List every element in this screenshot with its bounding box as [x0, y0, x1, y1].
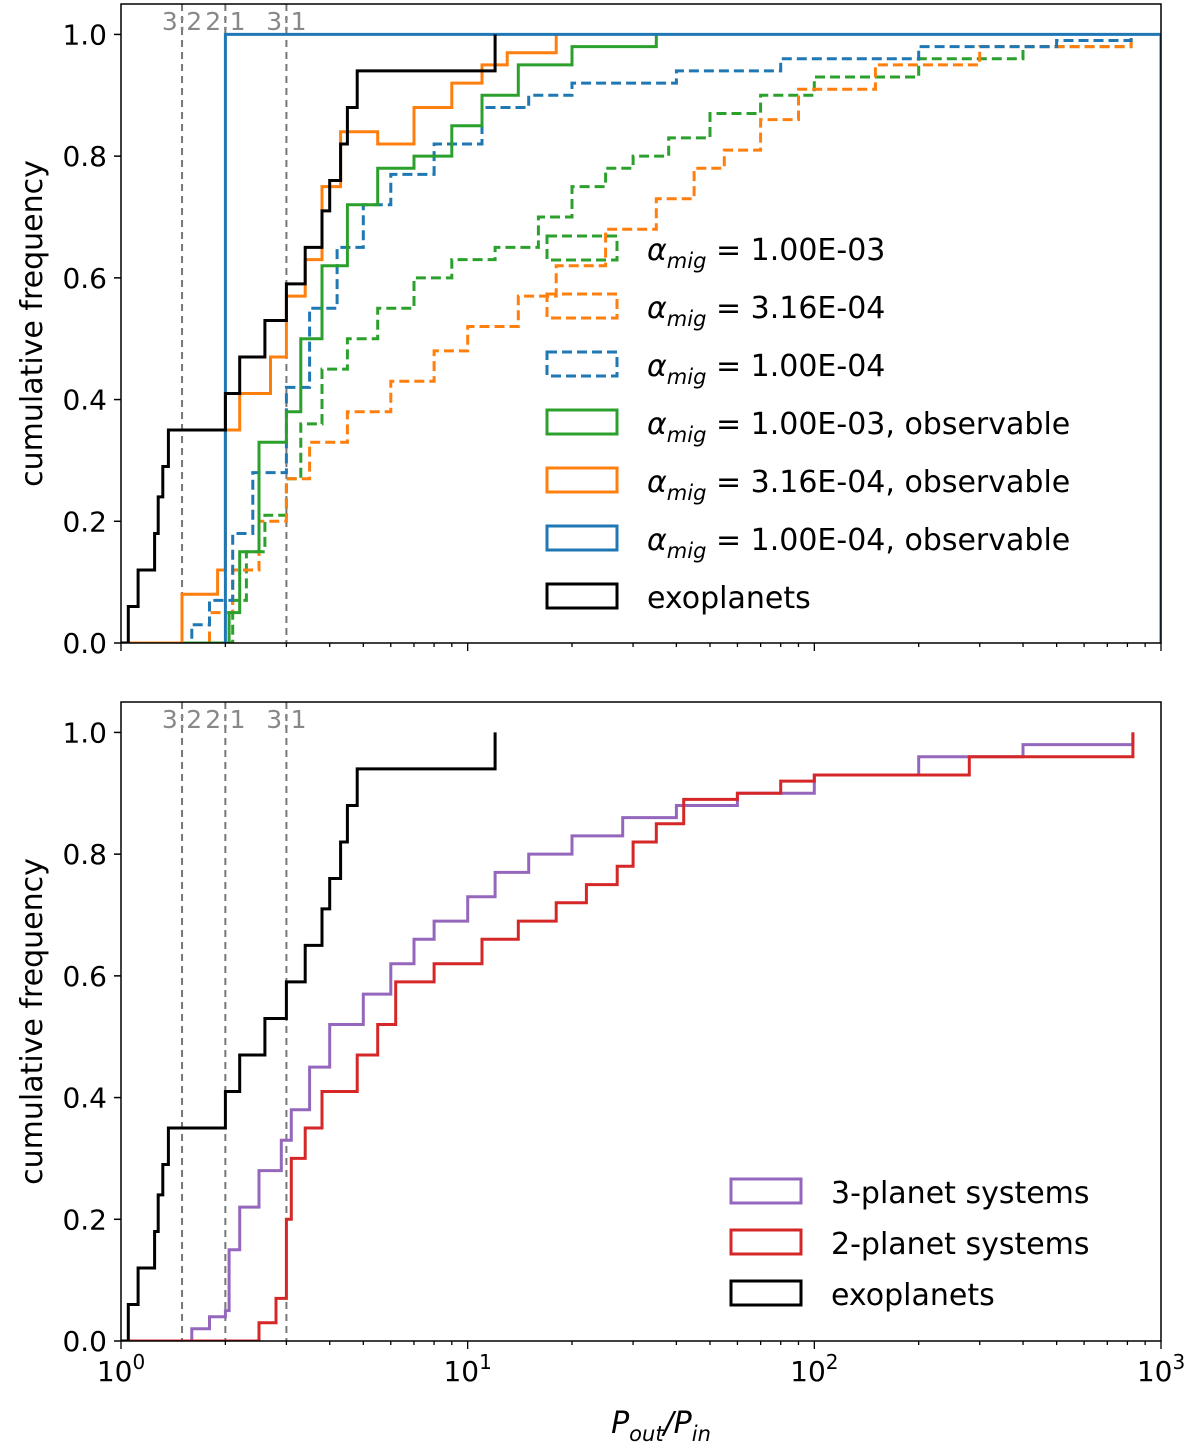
x-axis-label-part: out [629, 1422, 664, 1443]
series-line-o_dash [121, 34, 1133, 643]
legend-equals: = [706, 523, 750, 558]
y-tick-label: 0.4 [62, 1082, 107, 1115]
legend: 3-planet systems 2-planet systems exoplane… [729, 1176, 1090, 1313]
series-line-red [121, 732, 1135, 1341]
x-axis-label-part: P [611, 1406, 630, 1441]
series-line-exo_bot [121, 732, 497, 1341]
series-group [121, 732, 1135, 1341]
legend-value: 1.00E-04 [751, 349, 886, 384]
legend-alpha-subscript: mig [667, 539, 707, 563]
legend-alpha-symbol: α [647, 349, 667, 384]
series-group [121, 32, 1161, 643]
x-tick-label: 100 [97, 1350, 145, 1388]
legend-alpha-subscript: mig [667, 249, 707, 273]
x-tick-exponent: 2 [826, 1350, 839, 1374]
resonance-label: 2:1 [205, 7, 245, 36]
axes-frame [120, 3, 1162, 644]
legend-label: αmig = 3.16E-04 [647, 291, 885, 331]
legend-value: 3.16E-04 [751, 291, 886, 326]
resonance-label: 3:1 [266, 7, 306, 36]
legend-equals: = [706, 407, 750, 442]
legend-alpha-subscript: mig [667, 423, 707, 447]
series-line-b_solid [223, 32, 1161, 643]
legend-swatch-b_solid [545, 524, 619, 552]
series-line-b_dash [121, 34, 1133, 643]
legend-alpha-symbol: α [647, 233, 667, 268]
legend-label: αmig = 1.00E-03, observable [647, 407, 1070, 447]
legend-equals: = [706, 465, 750, 500]
x-axis-label-part: /P [661, 1406, 693, 1441]
y-tick-label: 0.8 [62, 140, 107, 173]
legend-equals: = [706, 349, 750, 384]
legend-value: 1.00E-04, observable [751, 523, 1071, 558]
x-axis-label-part: in [692, 1422, 711, 1443]
legend-swatch-g_dash [545, 234, 619, 262]
legend-swatch-purple [729, 1177, 803, 1205]
y-tick-label: 1.0 [62, 716, 107, 749]
series-line-g_solid [121, 34, 658, 643]
x-tick-base: 10 [1137, 1355, 1173, 1388]
resonance-label: 3:2 [162, 705, 202, 734]
legend-swatch-exo_top [545, 582, 619, 610]
x-tick-label: 101 [443, 1350, 491, 1388]
top-panel: 3:2 2:1 3:1 0.0 0.2 0.4 0.6 0.8 1.0 cumulative fr… [15, 3, 1162, 660]
legend-label: αmig = 1.00E-03 [647, 233, 885, 273]
x-tick-exponent: 3 [1172, 1350, 1185, 1374]
legend-swatch-g_solid [545, 408, 619, 436]
legend-alpha-symbol: α [647, 465, 667, 500]
legend-label: 3-planet systems [831, 1176, 1090, 1211]
y-tick-label: 0.2 [62, 1203, 107, 1236]
y-tick-label: 0.6 [62, 960, 107, 993]
legend-value: 3.16E-04, observable [751, 465, 1071, 500]
legend-label: αmig = 1.00E-04, observable [647, 523, 1070, 563]
x-tick-base: 10 [443, 1355, 479, 1388]
legend-equals: = [706, 233, 750, 268]
x-tick-exponent: 1 [479, 1350, 492, 1374]
y-tick-label: 0.8 [62, 838, 107, 871]
y-tick-label: 0.0 [62, 627, 107, 660]
x-tick-base: 10 [790, 1355, 826, 1388]
y-tick-label: 0.6 [62, 262, 107, 295]
legend-alpha-subscript: mig [667, 307, 707, 331]
legend-equals: = [706, 291, 750, 326]
legend-alpha-symbol: α [647, 407, 667, 442]
legend-swatch-red [729, 1228, 803, 1256]
legend-label: αmig = 1.00E-04 [647, 349, 885, 389]
x-axis-label: Pout/Pin [611, 1406, 711, 1443]
legend-alpha-symbol: α [647, 291, 667, 326]
legend-label: exoplanets [647, 581, 811, 616]
y-axis-label: cumulative frequency [15, 160, 50, 487]
legend-alpha-subscript: mig [667, 365, 707, 389]
legend-value: 1.00E-03, observable [751, 407, 1071, 442]
x-tick-label: 103 [1137, 1350, 1185, 1388]
resonance-label: 3:1 [266, 705, 306, 734]
y-tick-label: 0.2 [62, 505, 107, 538]
y-tick-label: 1.0 [62, 18, 107, 51]
x-tick-exponent: 0 [132, 1350, 145, 1374]
legend-swatch-o_dash [545, 292, 619, 320]
legend-value: 1.00E-03 [751, 233, 886, 268]
y-axis-label: cumulative frequency [15, 858, 50, 1185]
y-tick-label: 0.4 [62, 384, 107, 417]
legend-alpha-symbol: α [647, 523, 667, 558]
series-line-exo_top [121, 34, 497, 643]
legend-swatch-b_dash [545, 350, 619, 378]
resonance-label: 3:2 [162, 7, 202, 36]
y-tick-label: 0.0 [62, 1325, 107, 1358]
legend-swatch-exo_bot [729, 1279, 803, 1307]
legend-label: exoplanets [831, 1278, 995, 1313]
x-tick-label: 102 [790, 1350, 838, 1388]
series-line-o_solid [121, 34, 558, 643]
legend-label: 2-planet systems [831, 1227, 1090, 1262]
resonance-label: 2:1 [205, 705, 245, 734]
legend-label: αmig = 3.16E-04, observable [647, 465, 1070, 505]
x-tick-base: 10 [97, 1355, 133, 1388]
legend-alpha-subscript: mig [667, 481, 707, 505]
legend-swatch-o_solid [545, 466, 619, 494]
axes-frame [120, 701, 1162, 1342]
